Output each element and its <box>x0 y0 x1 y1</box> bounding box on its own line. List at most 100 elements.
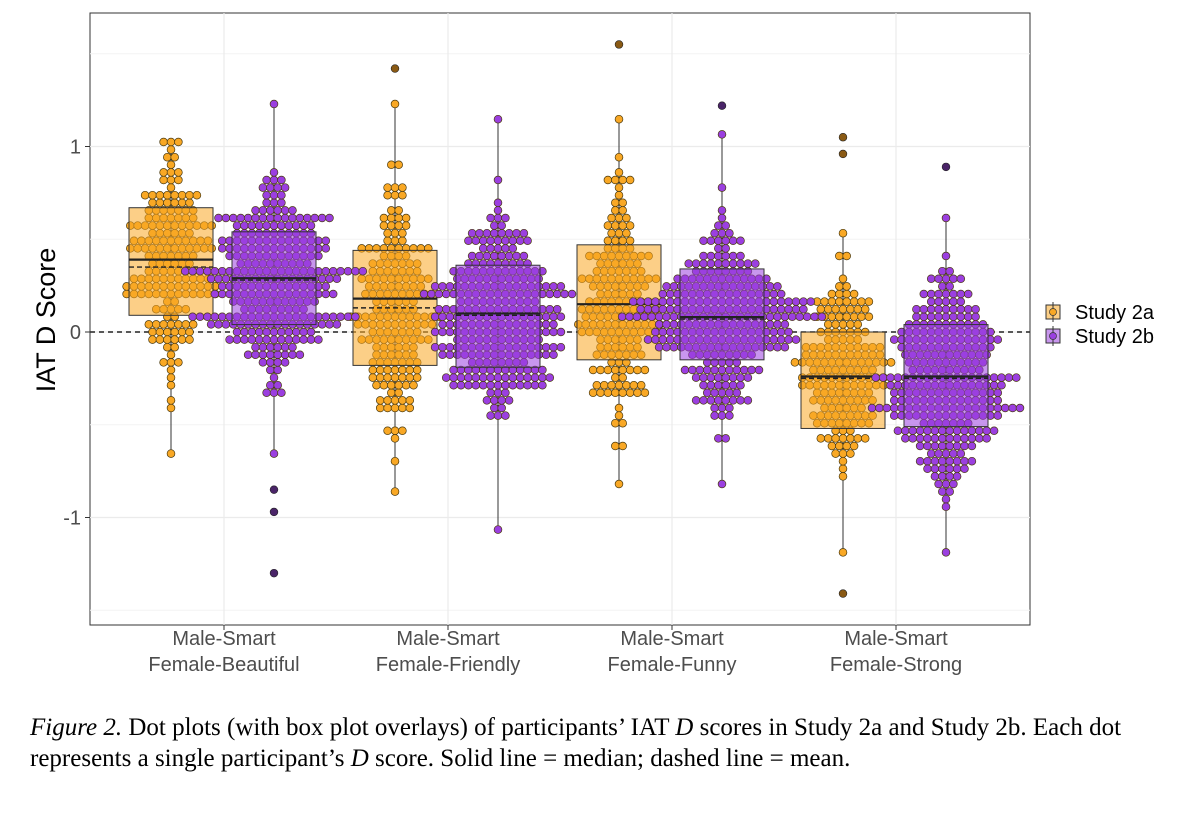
y-tick-label: 1 <box>70 137 81 159</box>
data-dot <box>725 388 734 398</box>
data-dot <box>662 282 671 291</box>
data-dot <box>788 312 797 322</box>
data-dot <box>475 228 484 238</box>
data-dot <box>398 396 407 405</box>
x-tick-label: Male-Smart <box>844 628 948 650</box>
data-dot <box>163 198 172 208</box>
data-dot <box>299 221 308 230</box>
data-dot <box>838 304 848 314</box>
data-dot <box>945 472 954 481</box>
data-dot <box>611 236 620 246</box>
data-dot <box>181 320 191 329</box>
data-dot <box>997 380 1006 390</box>
data-dot <box>662 312 671 322</box>
data-dot <box>588 388 598 398</box>
data-dot <box>174 168 183 177</box>
data-dot <box>776 335 786 344</box>
data-dot <box>192 190 202 200</box>
data-dot <box>838 274 848 284</box>
data-dot <box>273 358 282 367</box>
data-dot <box>710 228 719 238</box>
data-dot <box>387 380 396 390</box>
data-dot <box>857 312 866 322</box>
data-dot <box>636 304 645 314</box>
data-dot <box>438 320 447 329</box>
data-dot <box>831 304 840 314</box>
data-dot <box>923 456 932 466</box>
data-dot <box>835 282 844 291</box>
data-dot <box>773 282 782 291</box>
data-dot <box>622 228 631 238</box>
data-dot <box>185 198 194 208</box>
data-dot <box>387 388 396 398</box>
data-dot <box>490 228 499 238</box>
data-dot <box>989 426 999 436</box>
data-dot <box>776 304 786 314</box>
data-dot <box>838 548 848 557</box>
data-dot <box>163 342 172 352</box>
data-dot <box>971 312 980 322</box>
data-dot <box>849 289 859 299</box>
box <box>679 268 765 361</box>
x-tick-label: Male-Smart <box>172 628 276 650</box>
data-dot <box>390 99 400 109</box>
data-dot <box>773 312 782 322</box>
data-dot <box>952 441 962 451</box>
data-dot <box>258 350 268 360</box>
data-dot <box>240 327 249 337</box>
data-dot <box>960 456 969 466</box>
data-dot <box>390 373 400 382</box>
data-dot <box>394 221 403 230</box>
data-dot <box>254 327 264 337</box>
data-dot <box>651 297 660 306</box>
data-dot <box>618 365 627 375</box>
data-dot <box>280 206 290 215</box>
data-dot <box>736 236 745 246</box>
data-dot <box>930 434 940 443</box>
data-dot <box>269 175 279 185</box>
data-dot <box>262 327 271 337</box>
data-dot <box>325 213 334 223</box>
data-dot <box>221 274 231 284</box>
data-dot <box>273 206 282 215</box>
data-dot <box>889 335 899 344</box>
data-dot <box>651 335 660 344</box>
data-dot <box>611 221 620 230</box>
legend-key-dot <box>1049 308 1057 316</box>
data-dot <box>776 327 786 337</box>
data-dot <box>258 342 268 352</box>
outlier-dot <box>269 485 279 494</box>
data-dot <box>773 342 782 352</box>
data-dot <box>967 441 977 451</box>
data-dot <box>614 228 624 238</box>
data-dot <box>997 373 1006 382</box>
data-dot <box>769 335 779 344</box>
data-dot <box>538 365 547 375</box>
data-dot <box>251 350 260 360</box>
data-dot <box>889 411 899 420</box>
data-dot <box>923 441 932 451</box>
data-dot <box>618 441 627 451</box>
data-dot <box>765 342 775 352</box>
data-dot <box>490 221 499 230</box>
data-dot <box>247 327 257 337</box>
data-dot <box>185 190 194 200</box>
data-dot <box>835 251 844 261</box>
data-dot <box>185 335 194 344</box>
data-dot <box>732 388 742 398</box>
data-dot <box>956 297 966 306</box>
data-dot <box>949 449 958 458</box>
data-dot <box>556 312 566 322</box>
data-dot <box>941 449 951 458</box>
data-dot <box>166 160 176 170</box>
data-dot <box>232 327 242 337</box>
data-dot <box>941 274 951 284</box>
data-dot <box>177 327 187 337</box>
data-dot <box>710 403 719 413</box>
data-dot <box>541 312 551 322</box>
x-axis: Male-Smart Female-Beautiful Male-Smart Fema… <box>148 625 962 676</box>
data-dot <box>383 228 392 238</box>
data-dot <box>875 403 884 413</box>
data-dot <box>438 327 447 337</box>
data-dot <box>277 190 286 200</box>
